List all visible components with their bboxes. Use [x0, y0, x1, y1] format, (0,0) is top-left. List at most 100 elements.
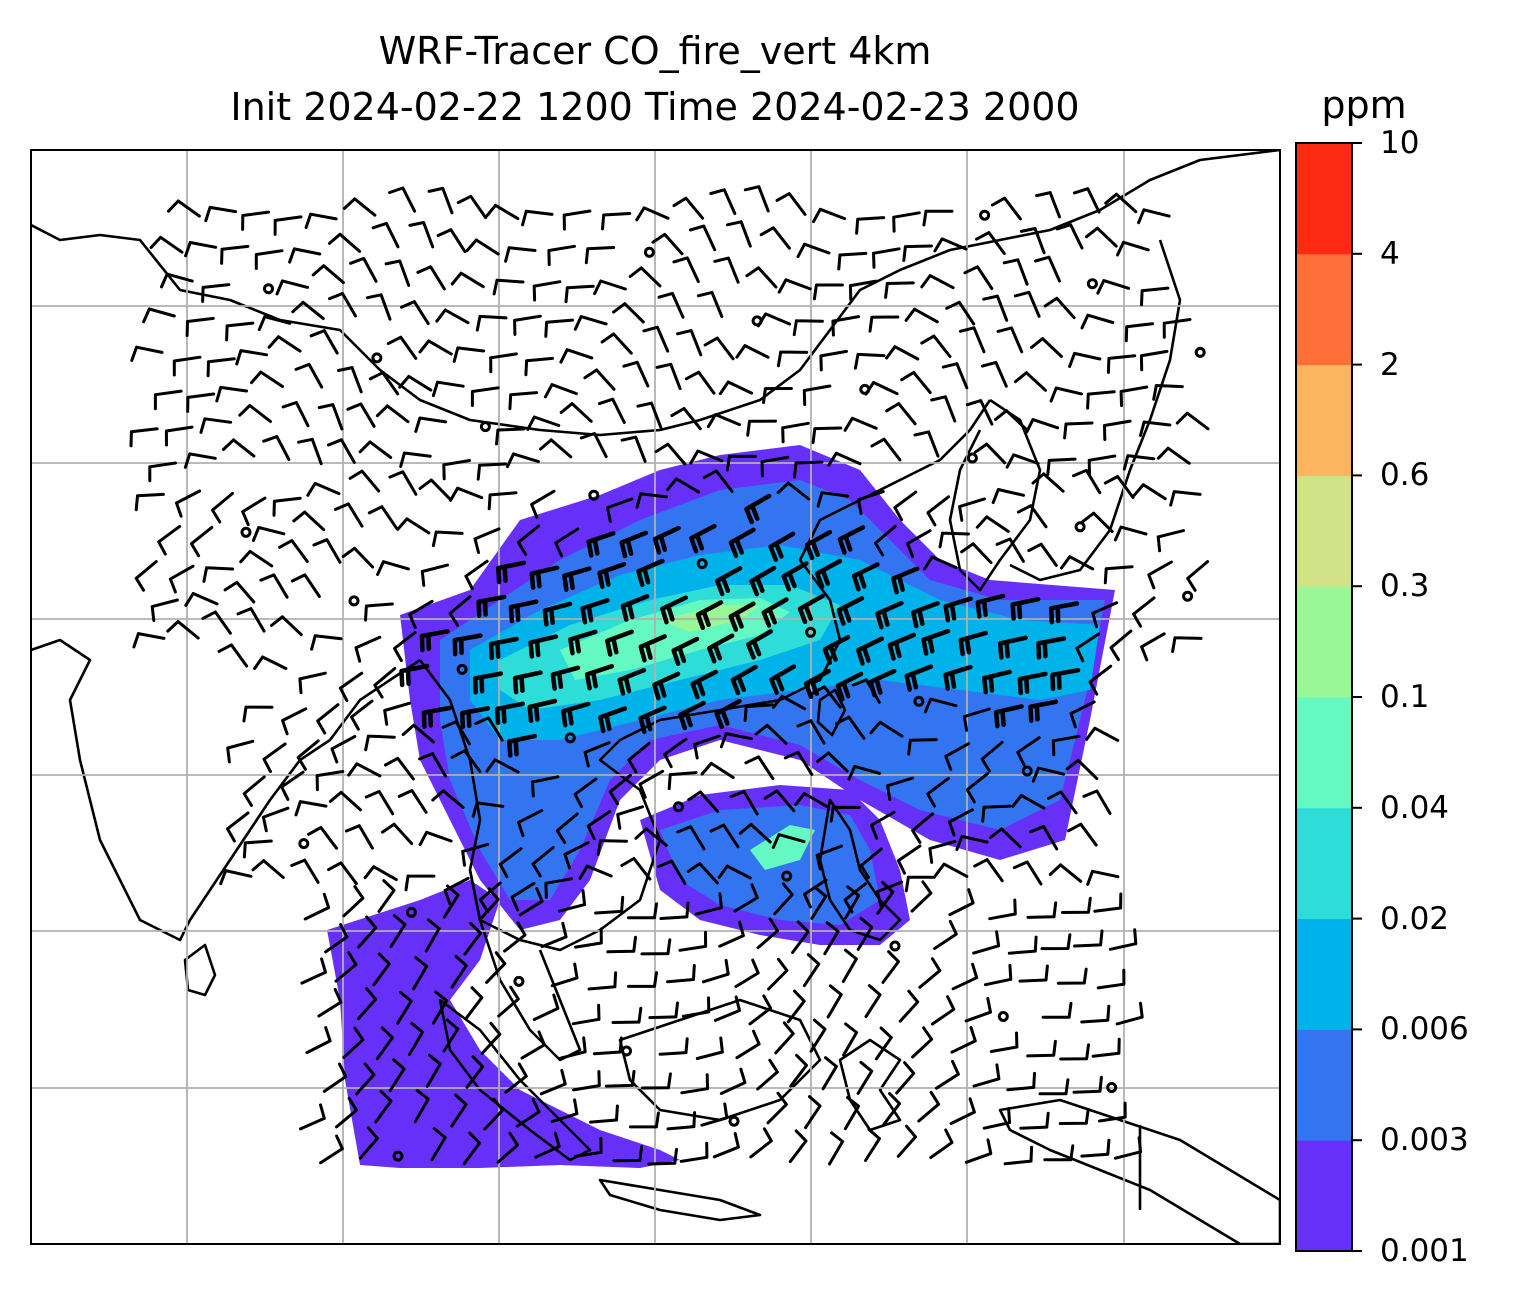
wind-barb [1124, 322, 1154, 343]
colorbar-tick-label: 0.003 [1380, 1122, 1469, 1159]
wind-barb [142, 307, 176, 324]
wind-barb [676, 329, 703, 357]
wind-barb [584, 246, 616, 265]
colorbar-tick-label: 0.6 [1380, 457, 1430, 494]
wind-barb [413, 1088, 430, 1124]
wind-barb [342, 885, 365, 918]
wind-barb [562, 209, 592, 231]
wind-barb [707, 633, 735, 664]
wind-barb [913, 430, 940, 458]
wind-barb [1132, 596, 1156, 628]
wind-barb [326, 438, 356, 464]
wind-barb [628, 1111, 660, 1129]
wind-barb [431, 990, 449, 1025]
wind-barb [768, 531, 796, 563]
wind-barb [1139, 349, 1169, 372]
wind-barb [702, 469, 734, 493]
wind-barb [373, 667, 397, 699]
wind-barb [1036, 636, 1067, 660]
wind-barb [543, 383, 578, 399]
wind-barb [1186, 560, 1210, 592]
wind-barb [1080, 313, 1115, 330]
wind-barb [452, 346, 486, 363]
wind-barb [835, 671, 864, 702]
wind-barb [1103, 475, 1135, 499]
wind-barb [506, 452, 540, 469]
wind-barb [744, 493, 772, 525]
wind-barb [471, 801, 505, 818]
wind-barb [962, 707, 991, 732]
wind-barb [148, 461, 177, 483]
calm-wind-circle [392, 1150, 404, 1162]
wind-barb [238, 404, 272, 423]
wind-barb [303, 892, 331, 921]
wind-barb [294, 800, 328, 817]
wind-barb [586, 531, 616, 558]
wind-barb [364, 734, 396, 752]
wind-barb [676, 825, 706, 851]
wind-barb [636, 558, 665, 588]
wind-barb [811, 426, 843, 444]
wind-barb [826, 984, 843, 1019]
wind-barb [943, 664, 973, 691]
wind-barb [796, 242, 831, 259]
wind-barb [571, 1003, 601, 1026]
wind-barb [450, 954, 468, 989]
wind-barb [580, 598, 610, 625]
wind-barb [853, 352, 886, 370]
wind-barb [358, 440, 393, 459]
wind-barb [796, 719, 826, 745]
wind-barb [802, 953, 821, 988]
wind-barb [1115, 1001, 1144, 1026]
wind-barb [554, 527, 580, 558]
wind-barb [311, 264, 345, 285]
wind-barb [911, 812, 935, 844]
wind-barb [958, 630, 989, 657]
wind-barb [829, 805, 861, 823]
wind-barb [980, 360, 1008, 388]
wind-barb [495, 427, 526, 446]
wind-barb [160, 272, 194, 289]
wind-barb [598, 706, 628, 734]
calm-wind-circle [371, 352, 383, 364]
wind-barb [418, 339, 453, 356]
wind-barb [689, 523, 717, 554]
wind-barb [1072, 187, 1101, 214]
wind-barb [365, 293, 392, 321]
calm-wind-circle [1086, 278, 1098, 290]
wind-barb [349, 256, 378, 283]
wind-barb [666, 964, 696, 984]
wind-barb [350, 699, 374, 731]
wind-barb [634, 827, 668, 847]
wind-barb [168, 564, 195, 594]
colorbar-segment [1296, 364, 1352, 476]
wind-barb [851, 678, 881, 704]
wind-barb [950, 1026, 977, 1054]
wind-barb [309, 329, 339, 355]
wind-barb [900, 371, 932, 394]
wind-barb [1067, 822, 1098, 847]
wind-barb [534, 1131, 561, 1159]
wind-barb [1080, 1138, 1111, 1158]
wind-barb [241, 496, 267, 527]
wind-barb [619, 530, 649, 559]
wind-barb [875, 600, 904, 630]
wind-barb [918, 957, 942, 989]
wind-barb [1084, 226, 1118, 248]
wind-barb [1096, 279, 1131, 295]
wind-barb [933, 919, 958, 950]
wind-barb [735, 1029, 761, 1060]
wind-barb [492, 278, 525, 296]
wind-barb [744, 755, 775, 781]
wind-barb [480, 1021, 502, 1055]
coastline-java [598, 1178, 762, 1222]
calm-wind-circle [456, 663, 468, 675]
wind-barb [651, 232, 684, 256]
wind-barb [756, 312, 792, 328]
field-level-5-south [750, 825, 815, 870]
wind-barb [791, 920, 810, 954]
wind-barb [678, 700, 706, 731]
wind-barb [1025, 418, 1060, 434]
wind-barb [408, 599, 434, 629]
wind-barb [605, 629, 634, 657]
